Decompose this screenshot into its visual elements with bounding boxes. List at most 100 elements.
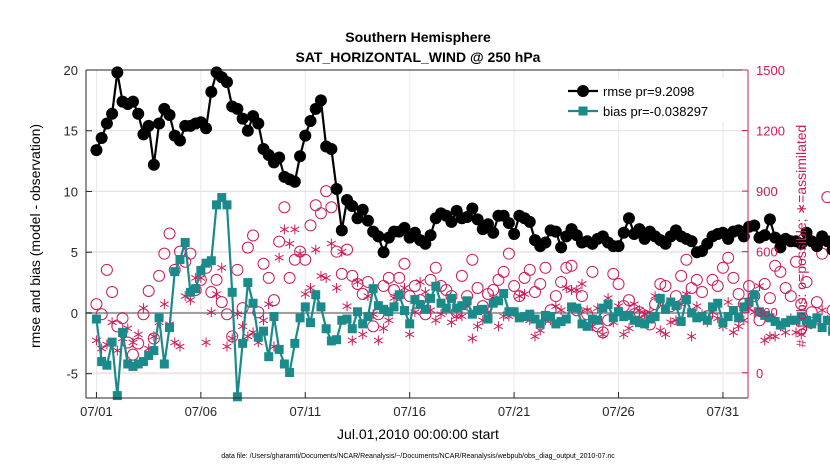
possible-obs-marker [555,275,568,288]
asterisk-stroke [358,331,368,338]
bias-point [305,318,315,328]
assimilated-obs-marker [238,321,248,332]
rmse-point [539,236,552,249]
possible-obs-marker [497,265,510,278]
bias-point [749,290,759,300]
possible-obs-marker [805,306,818,319]
bias-point [556,316,566,326]
bias-point [212,200,222,210]
asterisk-stroke [687,333,697,340]
bias-point [520,312,530,322]
bias-point [781,318,791,328]
possible-obs-marker [153,269,166,282]
bias-point [420,304,430,314]
assimilated-obs-marker [431,315,441,326]
bias-point [389,302,399,312]
y-axis-left-label: rmse and bias (model - observation) [27,124,43,348]
asterisk-stroke [352,279,363,285]
possible-obs-marker [654,277,667,290]
rmse-point [487,226,500,239]
asterisk-stroke [582,307,592,314]
rmse-point [288,175,301,188]
bias-point [645,314,655,324]
possible-obs-marker [299,253,312,266]
bias-point [118,327,128,337]
asterisk-stroke [577,281,587,287]
bias-point [509,307,519,317]
assimilated-obs-marker [780,327,791,338]
assimilated-obs-marker [572,285,582,296]
bias-point [603,299,613,309]
rmse-point [153,117,166,130]
asterisk-stroke [133,331,143,338]
bias-point [467,309,477,319]
bias-point [285,367,295,377]
asterisk-stroke [159,301,169,308]
rmse-point [314,94,327,107]
assimilated-obs-marker [817,305,827,316]
asterisk-stroke [796,331,806,338]
bias-point [687,308,697,318]
asterisk-stroke [378,325,389,332]
possible-obs-marker [247,229,260,242]
asterisk-stroke [640,311,650,318]
assimilated-obs-marker [107,317,117,328]
assimilated-obs-marker [619,329,629,340]
assimilated-obs-marker [519,289,530,300]
rmse-point [147,158,160,171]
bias-point [744,297,754,307]
assimilated-obs-marker [467,333,477,344]
possible-obs-marker [184,247,197,260]
bias-point [598,303,608,313]
assimilated-obs-marker [378,323,389,334]
bias-point [165,323,175,333]
possible-obs-marker [800,275,813,288]
bias-point [279,359,289,369]
bias-point [718,318,728,328]
possible-obs-marker [539,261,552,274]
asterisk-stroke [217,264,227,271]
asterisk-stroke [817,307,827,314]
assimilated-obs-marker [206,307,216,318]
assimilated-obs-marker [337,246,347,257]
rmse-point [445,215,458,228]
bias-series [91,193,830,402]
bias-point [488,298,498,308]
bias-point [760,310,770,320]
bias-point [175,255,185,265]
asterisk-stroke [723,299,733,306]
assimilated-obs-marker [316,270,326,281]
asterisk-stroke [556,307,566,314]
assimilated-obs-marker [446,317,457,328]
bias-point [791,315,801,325]
bias-point [342,314,352,324]
asterisk-stroke [780,329,791,336]
bias-point [410,295,420,305]
x-tick-label: 07/21 [498,404,531,419]
bias-point [107,337,117,347]
assimilated-obs-marker [760,335,770,346]
assimilated-obs-marker [373,335,383,346]
asterisk-stroke [561,285,571,291]
assimilated-obs-marker [159,299,169,310]
asterisk-stroke [791,329,801,336]
rmse-series [90,66,830,259]
bias-point [473,306,483,316]
asterisk-stroke [619,331,629,338]
asterisk-stroke [258,317,269,324]
rmse-point [555,241,568,254]
bias-point [535,319,545,329]
assimilated-obs-marker [279,224,289,235]
asterisk-stroke [332,285,342,291]
asterisk-stroke [535,327,545,334]
possible-obs-marker [466,253,479,266]
rmse-point [236,112,249,125]
asterisk-stroke [285,240,295,247]
legend-bias-label: bias pr=-0.038297 [603,104,708,119]
legend: rmse pr=9.2098 bias pr=-0.038297 [560,78,742,122]
possible-obs-marker [790,255,803,268]
bias-point [546,312,556,322]
possible-obs-marker [575,290,588,303]
assimilated-obs-marker [457,311,467,322]
bias-point [352,307,362,317]
